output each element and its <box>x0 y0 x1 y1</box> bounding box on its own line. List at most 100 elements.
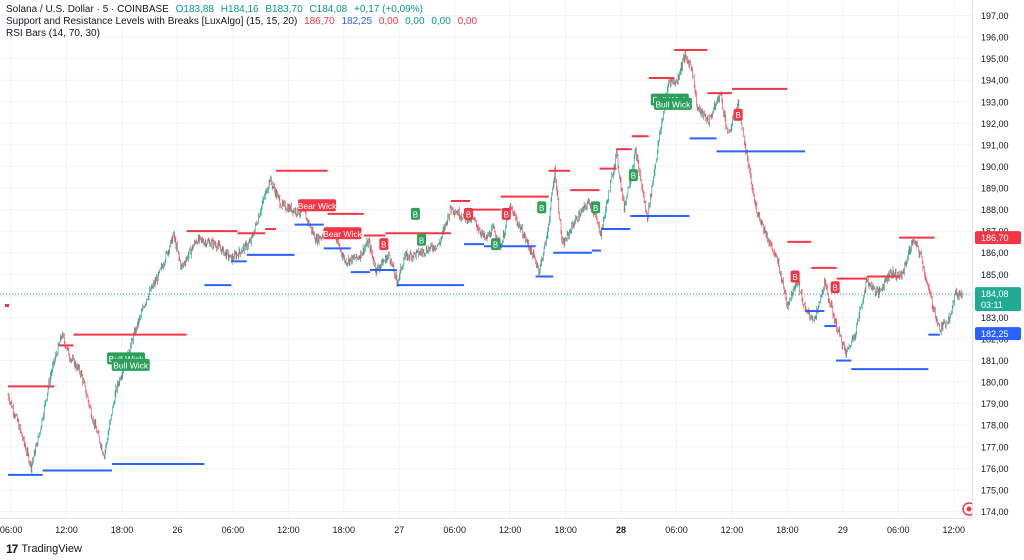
price-tick-label: 178,00 <box>981 421 1009 431</box>
price-chart[interactable]: Bull WickBull WickBear WickBear WickBull… <box>0 0 972 518</box>
legend-indicator-row-2: RSI Bars (14, 70, 30) <box>6 28 481 40</box>
marker-text: B <box>413 210 418 219</box>
marker-text: B <box>539 204 544 213</box>
indicator-value-1: 186,70 <box>304 16 335 27</box>
price-tick-label: 190,00 <box>981 162 1009 172</box>
candles <box>8 51 962 474</box>
indicator-name-sr[interactable]: Support and Resistance Levels with Break… <box>6 16 297 27</box>
marker-text: B <box>493 241 498 250</box>
time-tick-label: 12:00 <box>55 525 78 535</box>
price-tick-label: 180,00 <box>981 378 1009 388</box>
break-markers: B B B B B B B B B B B B <box>379 109 839 294</box>
bull-break-marker: B <box>411 208 420 220</box>
chart-pane[interactable]: Bull WickBull WickBear WickBear WickBull… <box>0 0 972 518</box>
price-tag: 182,25 <box>975 327 1021 340</box>
time-tick-label: 06:00 <box>0 525 22 535</box>
settings-icon-core <box>967 507 972 512</box>
ohlc-high: H184,16 <box>221 4 259 15</box>
settings-icon[interactable] <box>963 503 972 515</box>
indicator-value-3: 0,00 <box>379 16 398 27</box>
price-tick-label: 185,00 <box>981 270 1009 280</box>
price-tick-label: 189,00 <box>981 184 1009 194</box>
wick-label-text: Bull Wick <box>113 360 149 370</box>
bear-wick-label: Bear Wick <box>323 227 362 239</box>
tradingview-label: TradingView <box>21 543 82 555</box>
chart-legend: Solana / U.S. Dollar · 5 · COINBASE O183… <box>6 4 481 40</box>
price-tick-label: 191,00 <box>981 140 1009 150</box>
ohlc-change: +0,17 (+0,09%) <box>354 4 423 15</box>
marker-text: B <box>466 210 471 219</box>
indicator-value-6: 0,00 <box>458 16 477 27</box>
price-tick-label: 176,00 <box>981 464 1009 474</box>
bear-break-marker: B <box>791 270 800 282</box>
price-axis[interactable]: 197,00196,00195,00194,00193,00192,00191,… <box>973 0 1024 518</box>
marker-text: B <box>504 210 509 219</box>
price-tick-label: 175,00 <box>981 485 1009 495</box>
price-tick-label: 174,00 <box>981 507 1009 517</box>
price-tick-label: 194,00 <box>981 76 1009 86</box>
marker-text: B <box>832 284 837 293</box>
indicator-name-rsi[interactable]: RSI Bars (14, 70, 30) <box>6 28 100 39</box>
bull-wick-label: Bull Wick <box>112 359 150 371</box>
price-tick-label: 193,00 <box>981 97 1009 107</box>
legend-indicator-row: Support and Resistance Levels with Break… <box>6 16 481 28</box>
marker-text: B <box>593 204 598 213</box>
wick-label-text: Bear Wick <box>323 229 362 239</box>
wick-label-text: Bull Wick <box>655 99 691 109</box>
bull-break-marker: B <box>491 238 500 250</box>
time-tick-label: 18:00 <box>776 525 799 535</box>
time-tick-label: 06:00 <box>443 525 466 535</box>
symbol-name[interactable]: Solana / U.S. Dollar · 5 · COINBASE <box>6 4 169 15</box>
marker-text: B <box>631 172 636 181</box>
grid <box>0 0 972 518</box>
bear-break-marker: B <box>831 281 840 293</box>
price-tick-label: 186,00 <box>981 248 1009 258</box>
bull-wick-label: Bull Wick <box>654 98 692 110</box>
left-edge-marker <box>5 304 9 307</box>
price-tick-label: 181,00 <box>981 356 1009 366</box>
time-tick-label: 18:00 <box>111 525 134 535</box>
time-axis[interactable]: 06:00 12:00 18:00 26 06:00 12:00 18:00 27 06:00 1… <box>0 519 972 541</box>
time-tick-label: 27 <box>394 525 404 535</box>
price-tick-label: 192,00 <box>981 119 1009 129</box>
price-tick-label: 179,00 <box>981 399 1009 409</box>
ohlc-close: C184,08 <box>309 4 347 15</box>
time-tick-label: 29 <box>838 525 848 535</box>
bull-break-marker: B <box>629 169 638 181</box>
price-tick-label: 197,00 <box>981 11 1009 21</box>
price-tag-value: 186,70 <box>981 233 1009 243</box>
bear-wick-label: Bear Wick <box>298 199 337 211</box>
bull-break-marker: B <box>591 201 600 213</box>
price-tick-label: 188,00 <box>981 205 1009 215</box>
indicator-value-2: 182,25 <box>341 16 372 27</box>
marker-text: B <box>381 241 386 250</box>
price-scale[interactable]: 197,00196,00195,00194,00193,00192,00191,… <box>972 0 1024 518</box>
levels <box>8 50 940 475</box>
price-tick-label: 177,00 <box>981 442 1009 452</box>
bull-break-marker: B <box>537 201 546 213</box>
bull-break-marker: B <box>417 234 426 246</box>
time-tick-label: 06:00 <box>665 525 688 535</box>
bear-break-marker: B <box>464 208 473 220</box>
tradingview-logo[interactable]: 17 TradingView <box>6 542 82 556</box>
bear-break-marker: B <box>502 208 511 220</box>
wick-label-text: Bear Wick <box>298 201 337 211</box>
time-tick-label: 28 <box>616 525 626 535</box>
ohlc-open: O183,88 <box>176 4 214 15</box>
price-tag: 186,70 <box>975 231 1021 244</box>
bear-break-marker: B <box>379 238 388 250</box>
ohlc-low: B183,70 <box>265 4 302 15</box>
time-tick-label: 26 <box>172 525 182 535</box>
time-tick-label: 06:00 <box>222 525 245 535</box>
price-tag-countdown: 03:11 <box>981 300 1003 310</box>
time-tick-label: 12:00 <box>942 525 965 535</box>
marker-text: B <box>735 111 740 120</box>
time-tick-label: 06:00 <box>887 525 910 535</box>
bear-break-marker: B <box>734 109 743 121</box>
indicator-value-4: 0,00 <box>405 16 424 27</box>
time-tick-label: 18:00 <box>554 525 577 535</box>
price-tag-value: 182,25 <box>981 329 1009 339</box>
tradingview-mark-icon: 17 <box>6 542 17 556</box>
time-scale[interactable]: 06:00 12:00 18:00 26 06:00 12:00 18:00 27 06:00 1… <box>0 518 972 541</box>
time-tick-label: 18:00 <box>333 525 356 535</box>
